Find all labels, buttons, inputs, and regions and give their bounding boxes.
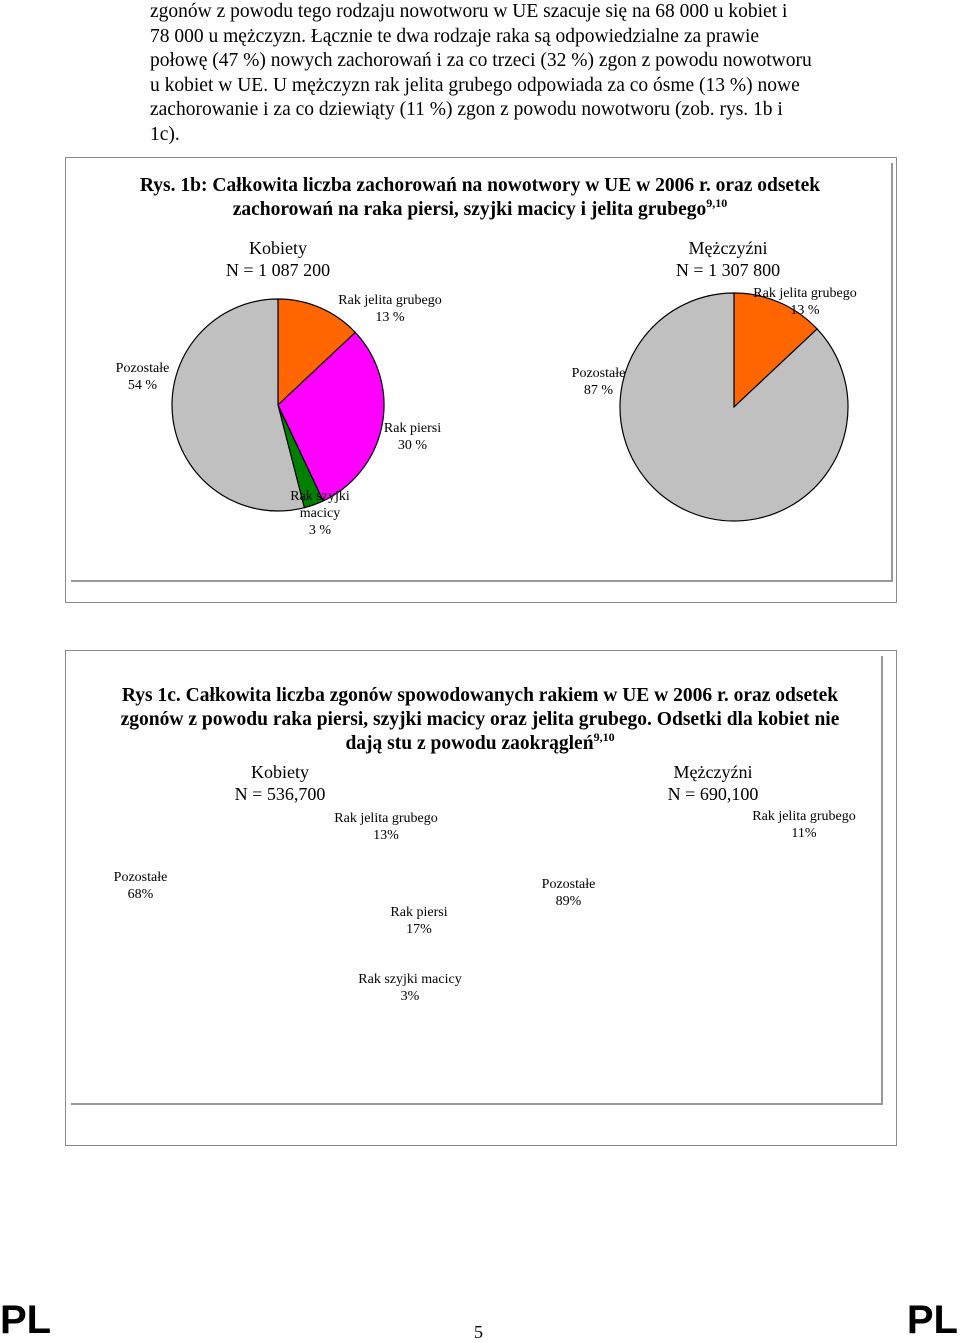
figure-1b-frame bbox=[71, 163, 893, 582]
pie-label-value: 3% bbox=[400, 989, 420, 1004]
figure-1c-title-line3: dają stu z powodu zaokrągleń bbox=[345, 733, 594, 754]
women-heading-1c: Kobiety N = 536,700 bbox=[180, 761, 380, 805]
pie-label-colorectal: Rak jelita grubego 13 % bbox=[746, 285, 864, 319]
men-count: N = 1 307 800 bbox=[675, 260, 781, 280]
pie-label-cervical: Rak szyjki macicy 3% bbox=[350, 971, 470, 1005]
pie-label-colorectal: Rak jelita grubego 11% bbox=[745, 808, 863, 842]
figure-1c-title-sup: 9,10 bbox=[593, 730, 615, 744]
pie-label-name: Rak piersi bbox=[383, 421, 442, 436]
footer-lang-left: PL bbox=[0, 1298, 52, 1342]
figure-1c bbox=[65, 650, 897, 1146]
women-heading-1b: Kobiety N = 1 087 200 bbox=[178, 237, 378, 281]
figure-1c-frame bbox=[71, 656, 883, 1105]
women-label: Kobiety bbox=[251, 762, 309, 782]
pie-label-name: Pozostałe bbox=[115, 361, 170, 376]
pie-label-name: Rak szyjki macicy bbox=[290, 489, 350, 521]
pie-slice-pozosta-e bbox=[619, 292, 849, 522]
pie-label-value: 54 % bbox=[127, 378, 158, 393]
pie-label-name: Rak piersi bbox=[390, 905, 448, 920]
figure-1c-title: Rys 1c. Całkowita liczba zgonów spowodow… bbox=[80, 684, 880, 756]
pie-label-breast: Rak piersi 30 % bbox=[375, 420, 450, 454]
pie-label-other: Pozostałe 68% bbox=[108, 869, 173, 903]
pie-slice-rak-jelita-grubego bbox=[733, 292, 818, 409]
figure-1c-title-line1: Rys 1c. Całkowita liczba zgonów spowodow… bbox=[121, 685, 839, 706]
pie-label-value: 3 % bbox=[308, 523, 332, 538]
pie-label-value: 13 % bbox=[790, 303, 820, 318]
intro-paragraph: zgonów z powodu tego rodzaju nowotworu w… bbox=[150, 0, 886, 147]
pie-label-name: Rak jelita grubego bbox=[753, 286, 857, 301]
figure-1b-title: Rys. 1b: Całkowita liczba zachorowań na … bbox=[90, 174, 870, 222]
pie-label-name: Rak szyjki macicy bbox=[358, 972, 462, 987]
pie-label-other: Pozostałe 87 % bbox=[566, 365, 631, 399]
paragraph-line: 1c). bbox=[150, 123, 180, 145]
women-label: Kobiety bbox=[249, 238, 307, 258]
figure-1b-title-line2: zachorowań na raka piersi, szyjki macicy… bbox=[232, 199, 707, 220]
pie-label-value: 30 % bbox=[397, 438, 428, 453]
pie-label-name: Pozostałe bbox=[113, 870, 168, 885]
women-count: N = 536,700 bbox=[234, 784, 326, 804]
pie-label-colorectal: Rak jelita grubego 13 % bbox=[335, 292, 445, 326]
pie-label-value: 13 % bbox=[375, 310, 405, 325]
pie-label-name: Pozostałe bbox=[571, 366, 626, 381]
women-count: N = 1 087 200 bbox=[225, 260, 331, 280]
pie-label-other: Pozostałe 89% bbox=[536, 876, 601, 910]
paragraph-line: u kobiet w UE. U mężczyzn rak jelita gru… bbox=[150, 74, 800, 96]
pie-label-value: 17% bbox=[406, 922, 432, 937]
paragraph-line: połowę (47 %) nowych zachorowań i za co … bbox=[150, 50, 812, 71]
men-label: Mężczyźni bbox=[673, 762, 753, 782]
pie-label-cervical: Rak szyjki macicy 3 % bbox=[270, 488, 370, 539]
men-heading-1b: Mężczyźni N = 1 307 800 bbox=[628, 237, 828, 281]
paragraph-line: zgonów z powodu tego rodzaju nowotworu w… bbox=[150, 1, 788, 22]
pie-label-name: Rak jelita grubego bbox=[334, 811, 438, 826]
figure-1b-title-line1: Rys. 1b: Całkowita liczba zachorowań na … bbox=[139, 175, 821, 196]
pie-slice-rak-jelita-grubego bbox=[277, 298, 357, 407]
pie-label-other: Pozostałe 54 % bbox=[110, 360, 175, 394]
paragraph-line: 78 000 u mężczyzn. Łącznie te dwa rodzaj… bbox=[150, 25, 760, 47]
pie-label-value: 11% bbox=[791, 826, 817, 841]
pie-label-value: 89% bbox=[555, 894, 582, 909]
pie-label-name: Pozostałe bbox=[541, 877, 596, 892]
pie-label-value: 87 % bbox=[583, 383, 614, 398]
pie-slice-rak-piersi bbox=[277, 331, 385, 502]
figure-1c-title-line2: zgonów z powodu raka piersi, szyjki maci… bbox=[120, 709, 840, 730]
pie-label-breast: Rak piersi 17% bbox=[383, 904, 455, 938]
men-label: Mężczyźni bbox=[688, 238, 768, 258]
pie-label-name: Rak jelita grubego bbox=[752, 809, 856, 824]
pie-slice-pozosta-e bbox=[171, 298, 306, 512]
men-count: N = 690,100 bbox=[667, 784, 759, 804]
pie-label-value: 68% bbox=[127, 887, 154, 902]
page-number: 5 bbox=[474, 1322, 483, 1342]
pie-label-name: Rak jelita grubego bbox=[338, 293, 442, 308]
figure-1b-title-sup: 9,10 bbox=[706, 196, 728, 210]
pie-label-colorectal: Rak jelita grubego 13% bbox=[330, 810, 442, 844]
men-heading-1c: Mężczyźni N = 690,100 bbox=[613, 761, 813, 805]
paragraph-line: zachorowanie i za co dziewiąty (11 %) zg… bbox=[150, 99, 783, 120]
pie-label-value: 13% bbox=[373, 828, 399, 843]
footer-lang-right: PL bbox=[906, 1298, 958, 1342]
